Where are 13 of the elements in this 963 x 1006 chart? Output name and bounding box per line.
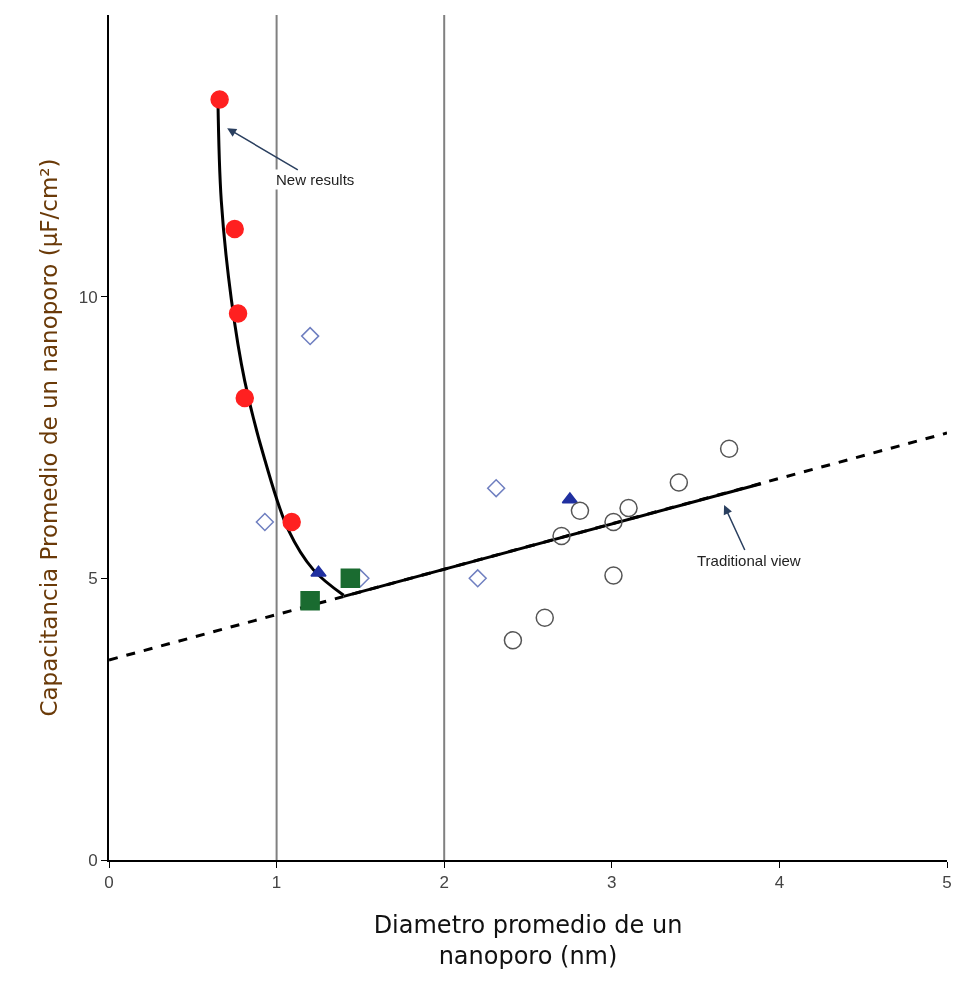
x-tick-label: 2	[439, 873, 449, 893]
x-tick-label: 0	[104, 873, 114, 893]
annotation: Traditional view	[697, 552, 801, 569]
y-tick-label: 0	[88, 850, 98, 870]
x-tick-label: 3	[607, 873, 617, 893]
x-axis-title: Diametro promedio de un nanoporo (nm)	[373, 911, 683, 971]
x-tick-label: 4	[774, 873, 785, 893]
x-tick-label: 1	[271, 873, 282, 893]
annotation: New results	[276, 171, 355, 188]
y-axis-title: Capacitancia Promedio de un nanoporo (μF/cm²)	[35, 158, 62, 717]
x-tick-label: 5	[942, 873, 952, 893]
y-tick-label: 10	[78, 287, 98, 307]
y-tick-label: 5	[88, 569, 98, 589]
